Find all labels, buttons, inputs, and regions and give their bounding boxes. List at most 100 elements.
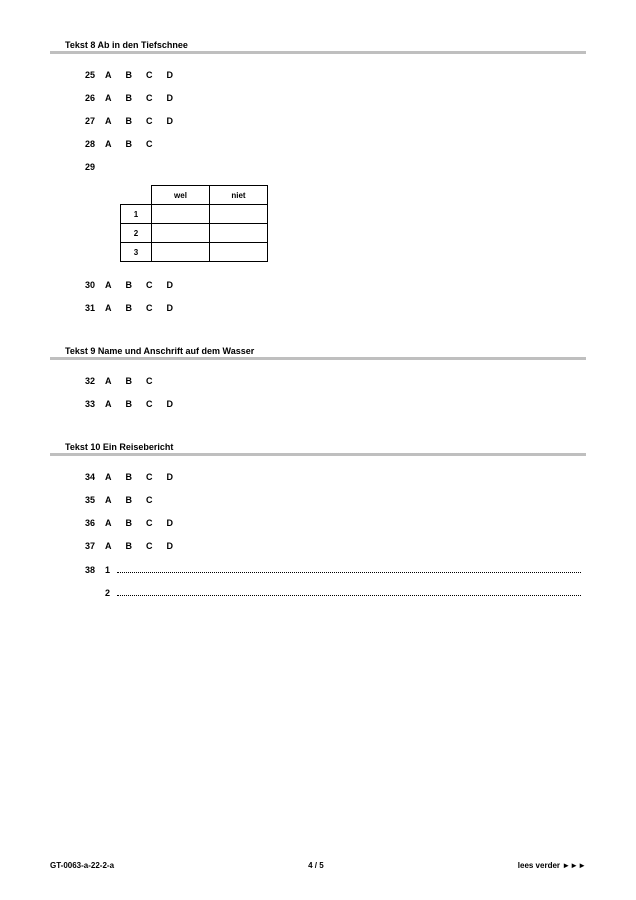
option[interactable]: A [105, 116, 112, 126]
question-row: 33ABCD [70, 399, 586, 409]
table-row-header: 2 [121, 224, 152, 243]
fill-index: 1 [105, 565, 117, 575]
question-number: 37 [70, 541, 105, 551]
option[interactable]: A [105, 376, 112, 386]
table-header: niet [210, 186, 268, 205]
option[interactable]: A [105, 139, 112, 149]
question-number: 27 [70, 116, 105, 126]
option[interactable]: C [146, 139, 153, 149]
option-group: A B C D [105, 70, 173, 80]
option[interactable]: D [167, 116, 174, 126]
question-row: 36A B C D [70, 518, 586, 528]
option[interactable]: A [105, 70, 112, 80]
table-cell[interactable] [210, 224, 268, 243]
question-number: 35 [70, 495, 105, 505]
question-number: 38 [70, 565, 105, 575]
option[interactable]: A [105, 399, 112, 409]
option-group: A B C [105, 376, 153, 386]
option[interactable]: B [126, 93, 133, 103]
option-group: A B C [105, 139, 153, 149]
question-row: 32ABC [70, 376, 586, 386]
fill-line[interactable] [117, 587, 581, 596]
table-cell[interactable] [210, 205, 268, 224]
question-row: 26ABCD [70, 93, 586, 103]
section-divider [50, 51, 586, 54]
option-group: A B C D [105, 280, 173, 290]
option[interactable]: B [126, 399, 133, 409]
question-number: 28 [70, 139, 105, 149]
option[interactable]: B [126, 376, 133, 386]
option[interactable]: D [167, 303, 174, 313]
option-group: A B C D [105, 518, 173, 528]
option-group: A B C D [105, 116, 173, 126]
option-group: A B C D [105, 93, 173, 103]
table-cell[interactable] [152, 224, 210, 243]
option[interactable]: B [126, 70, 133, 80]
question-row: 27A B C D [70, 116, 586, 126]
footer-center: 4 / 5 [308, 861, 324, 870]
option[interactable]: D [167, 541, 174, 551]
table-cell[interactable] [210, 243, 268, 262]
question-number: 31 [70, 303, 105, 313]
question-number: 25 [70, 70, 105, 80]
table-cell[interactable] [152, 243, 210, 262]
footer-right: lees verder ►►► [518, 861, 586, 870]
option[interactable]: D [167, 70, 174, 80]
option[interactable]: C [146, 376, 153, 386]
option[interactable]: D [167, 518, 174, 528]
table-row-header: 1 [121, 205, 152, 224]
question-row: 28A B C [70, 139, 586, 149]
option[interactable]: B [126, 541, 133, 551]
question-row: 37A B C D [70, 541, 586, 551]
option[interactable]: C [146, 280, 153, 290]
option[interactable]: B [126, 303, 133, 313]
option[interactable]: C [146, 472, 153, 482]
option[interactable]: A [105, 472, 112, 482]
section-title: Tekst 9 Name und Anschrift auf dem Wasse… [65, 346, 586, 356]
option[interactable]: B [126, 495, 133, 505]
section-title: Tekst 8 Ab in den Tiefschnee [65, 40, 586, 50]
option[interactable]: B [126, 280, 133, 290]
option[interactable]: A [105, 280, 112, 290]
footer-left: GT-0063-a-22-2-a [50, 861, 114, 870]
option-group: A B C D [105, 541, 173, 551]
option-group: A B C D [105, 303, 173, 313]
option[interactable]: A [105, 303, 112, 313]
option[interactable]: C [146, 303, 153, 313]
table-header: wel [152, 186, 210, 205]
option[interactable]: D [167, 280, 174, 290]
option[interactable]: C [146, 495, 153, 505]
option[interactable]: C [146, 399, 153, 409]
option[interactable]: A [105, 93, 112, 103]
option[interactable]: B [126, 139, 133, 149]
page-footer: GT-0063-a-22-2-a 4 / 5 lees verder ►►► [50, 861, 586, 870]
question-number: 29 [70, 162, 105, 172]
option[interactable]: D [167, 472, 174, 482]
fill-index: 2 [105, 588, 117, 598]
table-row-header: 3 [121, 243, 152, 262]
fill-row: 381 [70, 564, 586, 575]
option[interactable]: C [146, 93, 153, 103]
section-divider [50, 453, 586, 456]
question-row: 30ABCD [70, 280, 586, 290]
option[interactable]: A [105, 495, 112, 505]
option[interactable]: C [146, 116, 153, 126]
option[interactable]: C [146, 70, 153, 80]
option[interactable]: A [105, 541, 112, 551]
option[interactable]: B [126, 518, 133, 528]
option[interactable]: D [167, 399, 174, 409]
option[interactable]: C [146, 541, 153, 551]
option[interactable]: C [146, 518, 153, 528]
fill-line[interactable] [117, 564, 581, 573]
question-row: 35A B C [70, 495, 586, 505]
option[interactable]: B [126, 472, 133, 482]
question-row: 31A B C D [70, 303, 586, 313]
question-number: 36 [70, 518, 105, 528]
option[interactable]: D [167, 93, 174, 103]
option[interactable]: B [126, 116, 133, 126]
option-group: A B C D [105, 472, 173, 482]
option[interactable]: A [105, 518, 112, 528]
table-cell[interactable] [152, 205, 210, 224]
fill-row: 2 [105, 587, 586, 598]
section-title: Tekst 10 Ein Reisebericht [65, 442, 586, 452]
